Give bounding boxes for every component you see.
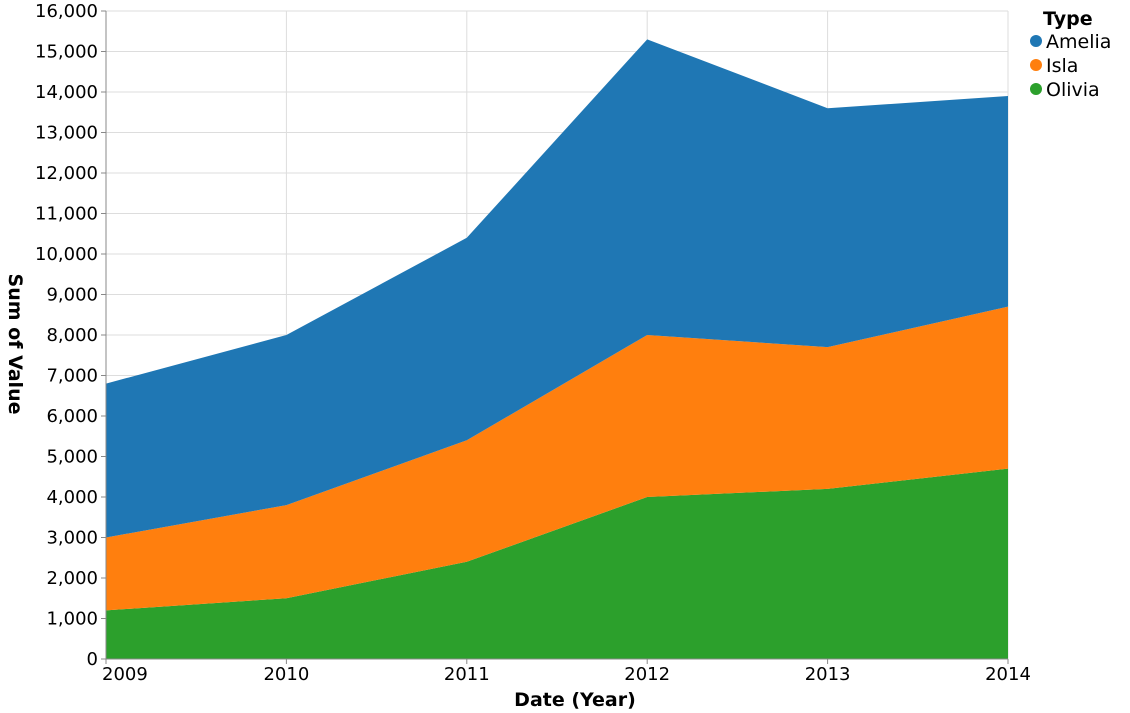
x-axis-title: Date (Year) [514, 689, 636, 711]
legend-label-isla: Isla [1046, 55, 1078, 77]
y-axis-title: Sum of Value [4, 274, 26, 415]
legend-title: Type [1043, 8, 1093, 30]
y-tick-label: 16,000 [35, 1, 98, 22]
y-tick-label: 4,000 [46, 487, 98, 508]
y-tick-label: 0 [87, 649, 98, 670]
area-series-olivia [106, 468, 1008, 659]
y-tick-label: 10,000 [35, 244, 98, 265]
x-axis-ticks: 2009 2010 2011 2012 2013 2014 [102, 659, 1031, 685]
legend-symbol-amelia [1030, 35, 1042, 47]
x-tick-label: 2009 [102, 664, 148, 685]
x-tick-label: 2012 [624, 664, 670, 685]
y-tick-label: 9,000 [46, 285, 98, 306]
y-tick-label: 5,000 [46, 447, 98, 468]
legend-label-olivia: Olivia [1046, 79, 1100, 101]
legend-label-amelia: Amelia [1046, 31, 1111, 53]
x-tick-label: 2014 [985, 664, 1031, 685]
legend-symbol-olivia [1030, 83, 1042, 95]
y-tick-label: 7,000 [46, 366, 98, 387]
legend-symbol-isla [1030, 59, 1042, 71]
y-axis-ticks: 0 1,000 2,000 3,000 4,000 5,000 6,000 7,000 8,00… [35, 1, 106, 670]
y-tick-label: 1,000 [46, 609, 98, 630]
y-tick-label: 2,000 [46, 568, 98, 589]
y-tick-label: 3,000 [46, 528, 98, 549]
chart-areas [106, 39, 1008, 659]
y-tick-label: 14,000 [35, 82, 98, 103]
y-tick-label: 11,000 [35, 204, 98, 225]
area-series-amelia [106, 39, 1008, 538]
y-tick-label: 12,000 [35, 163, 98, 184]
y-tick-label: 13,000 [35, 123, 98, 144]
y-tick-label: 6,000 [46, 406, 98, 427]
x-tick-label: 2011 [444, 664, 490, 685]
area-series-isla [106, 306, 1008, 611]
y-tick-label: 8,000 [46, 325, 98, 346]
x-tick-label: 2010 [263, 664, 309, 685]
x-tick-label: 2013 [805, 664, 851, 685]
y-tick-label: 15,000 [35, 42, 98, 63]
